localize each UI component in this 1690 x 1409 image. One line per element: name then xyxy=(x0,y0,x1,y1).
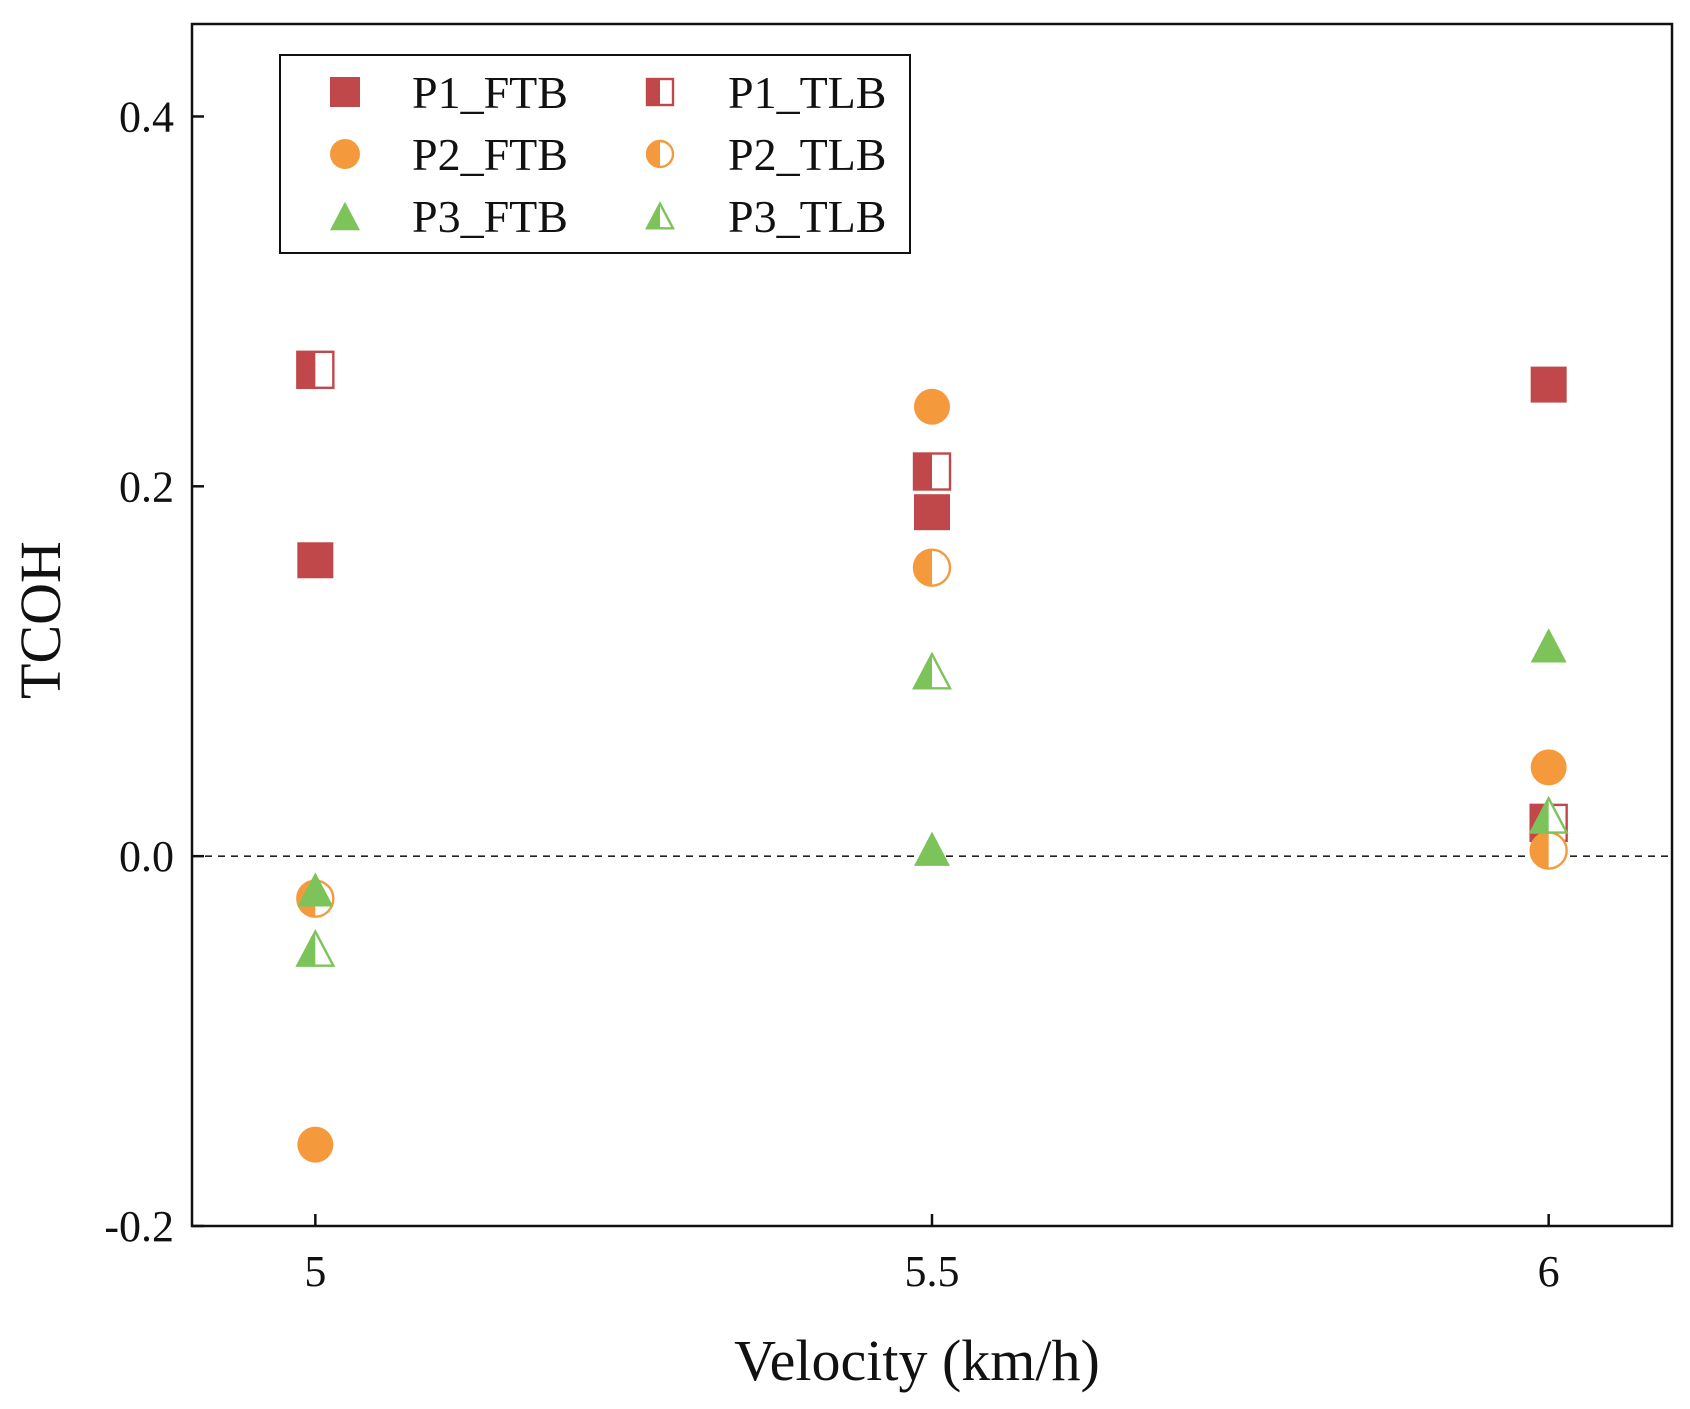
point-p3-tlb xyxy=(912,651,952,690)
x-axis-title: Velocity (km/h) xyxy=(734,1328,1100,1393)
legend-marker-p2-ftb xyxy=(330,139,360,169)
legend-label: P3_FTB xyxy=(412,191,568,242)
point-p3-ftb xyxy=(914,831,950,866)
legend: P1_FTB P1_TLB P2_FTB P2_TLB P3_FTB P3_TLB xyxy=(279,54,911,254)
data-points xyxy=(295,350,1569,1163)
x-tick-label: 5.5 xyxy=(905,1247,960,1296)
legend-label: P1_TLB xyxy=(728,67,886,118)
point-p1-ftb xyxy=(297,542,334,579)
legend-marker-p2-tlb xyxy=(645,139,675,169)
point-p3-ftb xyxy=(1530,628,1567,663)
point-p2-tlb xyxy=(1529,831,1568,870)
legend-label: P3_TLB xyxy=(728,191,886,242)
axes: 5 5.5 6 -0.2 0.0 0.2 0.4 Velocity (km/h) TCOH xyxy=(8,92,1560,1393)
y-tick-label: 0.4 xyxy=(119,92,174,141)
point-p3-tlb xyxy=(1528,795,1569,834)
legend-marker-p1-tlb xyxy=(645,77,675,107)
legend-label: P2_TLB xyxy=(728,129,886,180)
point-p1-ftb xyxy=(1530,366,1567,403)
point-p2-ftb xyxy=(297,1126,334,1163)
point-p1-tlb xyxy=(912,452,952,491)
y-axis-title: TCOH xyxy=(8,541,73,699)
point-p2-ftb xyxy=(914,388,950,425)
point-p2-ftb xyxy=(1530,749,1567,786)
legend-marker-p1-ftb xyxy=(330,77,360,107)
point-p1-tlb xyxy=(296,350,335,390)
point-p3-tlb xyxy=(295,928,336,967)
legend-label: P2_FTB xyxy=(412,129,568,180)
x-tick-label: 5 xyxy=(304,1247,326,1296)
legend-marker-p3-tlb xyxy=(645,201,675,230)
y-tick-label: 0.2 xyxy=(119,462,174,511)
y-tick-label: -0.2 xyxy=(104,1202,174,1251)
legend-label: P1_FTB xyxy=(412,67,568,118)
y-tick-label: 0.0 xyxy=(119,832,174,881)
point-p2-tlb xyxy=(912,548,952,587)
x-tick-label: 6 xyxy=(1538,1247,1560,1296)
point-p1-ftb xyxy=(914,494,950,531)
legend-marker-p3-ftb xyxy=(330,201,360,231)
legend-box xyxy=(279,54,911,254)
point-p3-ftb xyxy=(297,872,334,907)
